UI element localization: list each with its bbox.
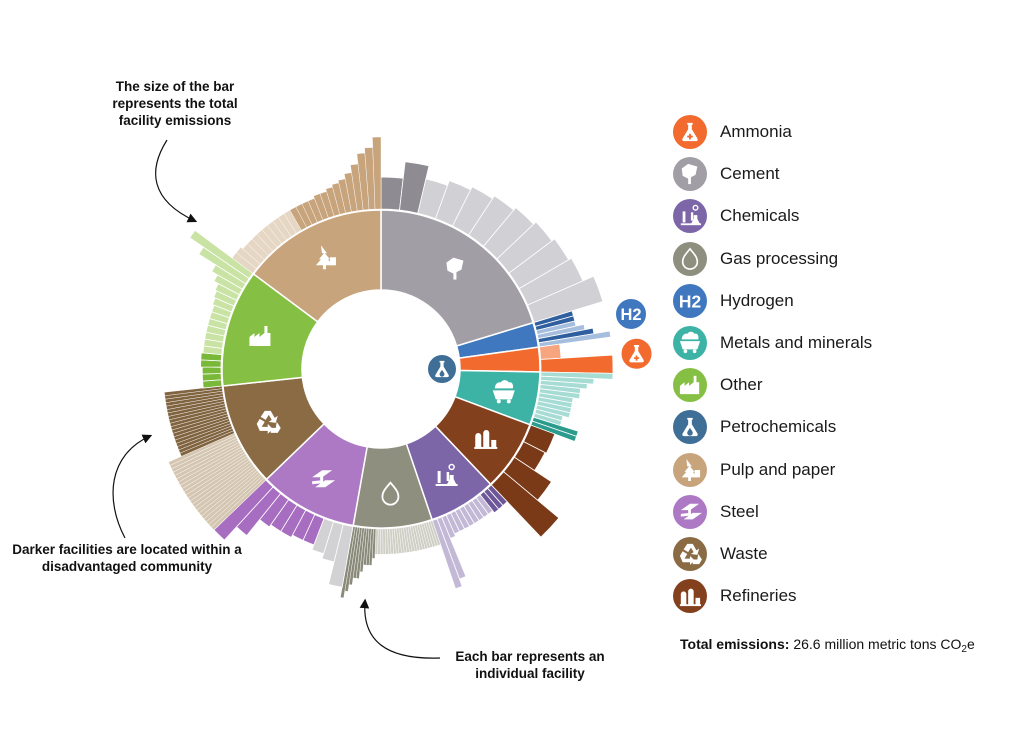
legend-label: Steel xyxy=(720,501,759,521)
annotation-each-bar: Each bar represents an individual facili… xyxy=(455,649,605,681)
legend-item-chemicals: Chemicals xyxy=(672,195,1012,237)
legend-label: Chemicals xyxy=(720,206,800,226)
chemistry-icon xyxy=(435,463,458,486)
legend-item-gas-processing: Gas processing xyxy=(672,238,1012,280)
tree-icon xyxy=(673,452,707,487)
legend-item-pulp-and-paper: Pulp and paper xyxy=(672,449,1012,491)
facility-bar xyxy=(372,136,382,210)
legend-label: Hydrogen xyxy=(720,290,794,310)
steel-beam-icon xyxy=(673,494,707,529)
factory-icon xyxy=(249,326,271,347)
facility-bar xyxy=(539,343,562,360)
legend-label: Waste xyxy=(720,543,768,563)
legend-label: Other xyxy=(720,375,763,395)
legend-item-cement: Cement xyxy=(672,153,1012,195)
facility-bar xyxy=(380,528,384,555)
ring-badge-hydrogen: H2 xyxy=(614,296,649,331)
total-emissions-value: 26.6 million metric tons CO xyxy=(793,636,962,652)
legend-item-petrochemicals: Petrochemicals xyxy=(672,406,1012,448)
legend-label: Refineries xyxy=(720,586,797,606)
facility-bar xyxy=(201,366,222,375)
legend-label: Ammonia xyxy=(720,122,792,142)
ring-badge-petrochemicals xyxy=(426,353,458,385)
legend-item-ammonia: Ammonia xyxy=(672,111,1012,153)
h2-icon: H2 xyxy=(673,283,707,318)
legend-label: Pulp and paper xyxy=(720,459,836,479)
legend-label: Metals and minerals xyxy=(720,333,873,353)
refinery-icon xyxy=(673,579,707,614)
total-emissions-subscript: 2 xyxy=(961,644,967,655)
legend-label: Cement xyxy=(720,164,780,184)
chemistry-icon xyxy=(673,199,707,234)
total-emissions: Total emissions: 26.6 million metric ton… xyxy=(680,636,975,655)
facility-bar xyxy=(201,373,222,382)
annotation-darker-facilities: Darker facilities are located within a d… xyxy=(12,542,242,574)
legend-item-refineries: Refineries xyxy=(672,575,1012,617)
svg-text:H2: H2 xyxy=(620,306,641,324)
legend: Ammonia Cement Chemicals Gas processing H2 Hy… xyxy=(672,111,1012,617)
facility-bar xyxy=(382,528,386,555)
legend-item-waste: Waste xyxy=(672,533,1012,575)
ore-cart-icon xyxy=(673,326,707,361)
legend-label: Gas processing xyxy=(720,248,839,268)
legend-item-hydrogen: H2 Hydrogen xyxy=(672,280,1012,322)
flame-icon xyxy=(381,481,400,506)
recycle-icon xyxy=(673,536,707,571)
recycle-icon xyxy=(256,410,281,434)
ring-badge-ammonia xyxy=(619,336,654,371)
legend-item-metals-and-minerals: Metals and minerals xyxy=(672,322,1012,364)
svg-text:H2: H2 xyxy=(679,291,701,311)
legend-label: Petrochemicals xyxy=(720,417,837,437)
legend-item-other: Other xyxy=(672,364,1012,406)
flask-drop-icon xyxy=(673,410,707,445)
annotation-bar-size: The size of the bar represents the total… xyxy=(112,79,238,128)
factory-icon xyxy=(673,368,707,403)
arrow-bar xyxy=(359,598,441,659)
inner-slice-pulp-and-paper xyxy=(252,209,382,323)
tree-icon xyxy=(315,245,336,270)
callout-arrows xyxy=(112,139,441,659)
inner-slice-cement xyxy=(380,209,535,347)
arrow-dark xyxy=(112,434,153,539)
steel-beam-icon xyxy=(312,470,336,488)
inner-ring xyxy=(221,209,541,529)
legend-item-steel: Steel xyxy=(672,491,1012,533)
total-emissions-suffix: e xyxy=(966,636,975,652)
arrow-size xyxy=(155,139,198,223)
cement-bag-icon xyxy=(446,257,464,280)
total-emissions-label: Total emissions: xyxy=(680,636,790,652)
flame-icon xyxy=(673,241,707,276)
outer-ring xyxy=(164,136,614,599)
ring-icons: H2 xyxy=(249,245,654,506)
cement-bag-icon xyxy=(673,157,707,192)
refinery-icon xyxy=(474,429,498,449)
ore-cart-icon xyxy=(492,380,515,404)
flask-plus-icon xyxy=(673,115,707,150)
